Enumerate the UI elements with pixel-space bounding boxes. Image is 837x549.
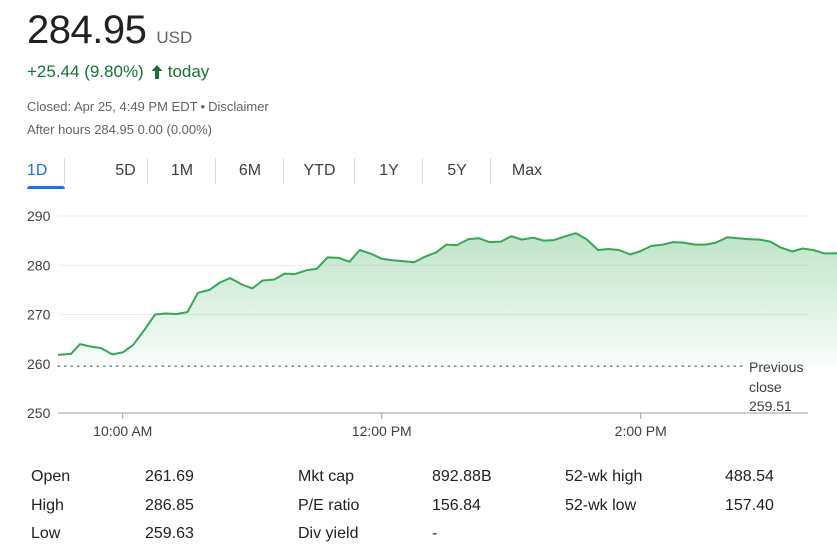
- tab-label: YTD: [303, 162, 336, 179]
- stat-value-high: 286.85: [145, 497, 194, 514]
- y-tick-label: 290: [27, 208, 51, 224]
- stat-value-52wk-high: 488.54: [725, 468, 774, 485]
- previous-close-value: 259.51: [749, 398, 792, 414]
- disclaimer-link[interactable]: Disclaimer: [208, 99, 269, 114]
- market-status: Closed: Apr 25, 4:49 PM EDT • Disclaimer: [27, 99, 269, 114]
- stat-label-52wk-high: 52-wk high: [565, 468, 643, 485]
- x-tick-label: 12:00 PM: [352, 423, 412, 439]
- time-range-tabs: 1D 5D 1M 6M YTD 1Y 5Y Max: [27, 156, 563, 190]
- stat-label-mkt-cap: Mkt cap: [298, 468, 355, 485]
- change-amount: +25.44 (9.80%): [27, 62, 144, 81]
- tab-label: 5Y: [447, 162, 467, 179]
- current-price: 284.95: [27, 8, 147, 52]
- tab-5d[interactable]: 5D: [65, 156, 148, 186]
- y-tick-label: 280: [27, 257, 51, 273]
- change-period: today: [167, 62, 210, 81]
- tab-6m[interactable]: 6M: [216, 156, 284, 186]
- previous-close-label: close: [749, 379, 782, 395]
- tab-1y[interactable]: 1Y: [355, 156, 423, 186]
- price-change: +25.44 (9.80%) today: [27, 62, 209, 82]
- stat-label-high: High: [31, 497, 64, 514]
- tab-label: 1Y: [379, 162, 399, 179]
- price-line: [57, 232, 837, 356]
- tab-1d[interactable]: 1D: [27, 156, 65, 189]
- stat-label-open: Open: [31, 468, 71, 485]
- currency-label: USD: [156, 28, 193, 47]
- separator-dot: •: [200, 99, 206, 114]
- stat-value-open: 261.69: [145, 468, 194, 485]
- tab-ytd[interactable]: YTD: [284, 156, 355, 186]
- y-tick-label: 270: [27, 307, 51, 323]
- stat-value-pe-ratio: 156.84: [432, 497, 481, 514]
- after-hours-quote: After hours 284.95 0.00 (0.00%): [27, 122, 213, 137]
- tab-1m[interactable]: 1M: [148, 156, 216, 186]
- x-tick-label: 2:00 PM: [615, 423, 667, 439]
- tab-max[interactable]: Max: [491, 156, 563, 186]
- stat-label-div-yield: Div yield: [298, 525, 359, 542]
- y-tick-label: 260: [27, 356, 51, 372]
- stat-value-52wk-low: 157.40: [725, 497, 774, 514]
- stat-value-low: 259.63: [145, 525, 194, 542]
- stat-value-div-yield: -: [432, 525, 438, 542]
- stat-label-pe-ratio: P/E ratio: [298, 497, 360, 514]
- price-area-fill: [58, 233, 837, 367]
- price-header: 284.95 USD: [27, 8, 192, 53]
- tab-5y[interactable]: 5Y: [423, 156, 491, 186]
- y-tick-label: 250: [27, 405, 51, 421]
- closed-time: Closed: Apr 25, 4:49 PM EDT: [27, 99, 198, 114]
- arrow-up-icon: [151, 65, 163, 79]
- stat-value-mkt-cap: 892.88B: [432, 468, 492, 485]
- tab-label: 1M: [170, 162, 194, 179]
- tab-label: 5D: [115, 162, 136, 179]
- stat-label-low: Low: [31, 525, 61, 542]
- stat-label-52wk-low: 52-wk low: [565, 497, 637, 514]
- x-tick-label: 10:00 AM: [93, 423, 152, 439]
- tab-label: 6M: [238, 162, 262, 179]
- tab-label: 1D: [27, 162, 48, 179]
- tab-label: Max: [511, 162, 543, 179]
